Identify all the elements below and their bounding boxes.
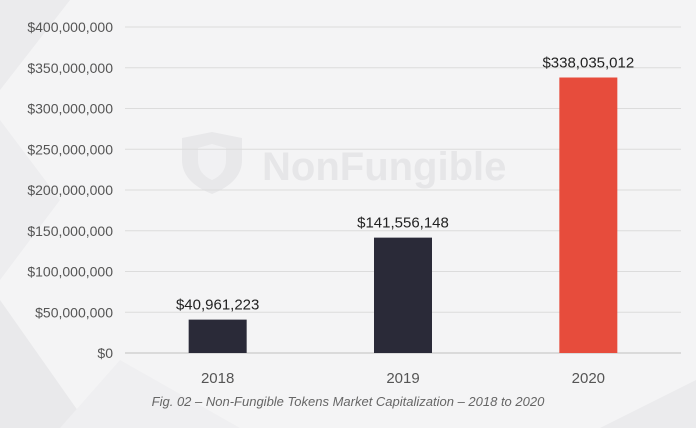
x-tick-label: 2020 [572, 370, 605, 387]
y-tick-label: $350,000,000 [27, 60, 113, 76]
y-tick-label: $300,000,000 [27, 101, 113, 117]
y-tick-label: $50,000,000 [35, 304, 113, 320]
bars: $40,961,223 $141,556,148 $338,035,012 [176, 55, 634, 353]
figure-caption: Fig. 02 – Non-Fungible Tokens Market Cap… [151, 394, 545, 409]
y-tick-label: $250,000,000 [27, 141, 113, 157]
watermark: NonFungible [182, 132, 506, 194]
y-tick-label: $100,000,000 [27, 264, 113, 280]
data-label: $338,035,012 [542, 55, 634, 72]
data-label: $40,961,223 [176, 297, 259, 314]
bar [188, 319, 247, 353]
bar [374, 237, 432, 353]
y-tick-label: $0 [97, 345, 113, 361]
bar [559, 77, 618, 353]
watermark-text: NonFungible [262, 145, 506, 189]
x-axis: 2018 2019 2020 [201, 370, 605, 387]
x-tick-label: 2019 [386, 370, 419, 387]
y-tick-label: $400,000,000 [27, 19, 113, 35]
y-tick-label: $200,000,000 [27, 182, 113, 198]
shield-logo-icon [182, 132, 242, 194]
x-tick-label: 2018 [201, 370, 234, 387]
data-label: $141,556,148 [357, 215, 449, 232]
y-tick-label: $150,000,000 [27, 223, 113, 239]
y-axis: $0 $50,000,000 $100,000,000 $150,000,000 $20… [27, 19, 113, 361]
